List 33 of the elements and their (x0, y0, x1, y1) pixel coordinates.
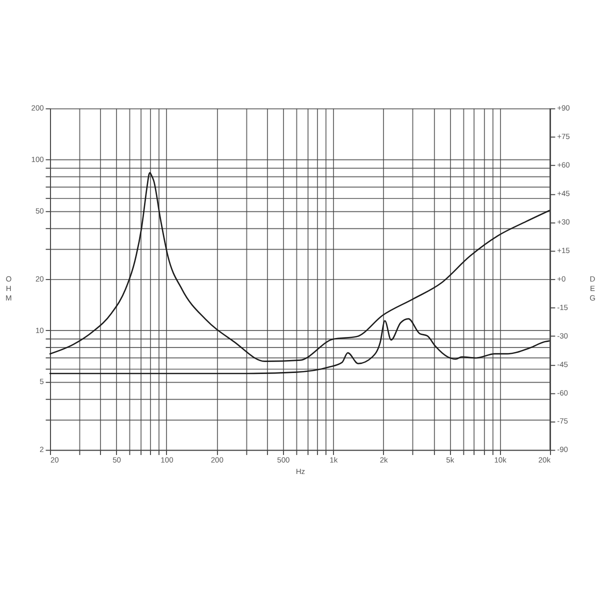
y-tick-label: 2 (40, 445, 44, 454)
y2-tick-label: +90 (557, 104, 570, 113)
y2-axis-title: DEG (590, 274, 596, 302)
y2-tick-label: +15 (557, 246, 570, 255)
y2-tick-label: -45 (557, 360, 568, 369)
y2-tick-label: +75 (557, 132, 570, 142)
y2-tick-label: -90 (557, 445, 568, 454)
x-tick-label: 2k (380, 456, 388, 465)
x-axis-title: Hz (296, 466, 306, 476)
y2-tick-label: -30 (557, 331, 568, 340)
y-tick-label: 10 (35, 326, 44, 335)
y-tick-label: 5 (40, 377, 44, 386)
x-tick-label: 1k (330, 456, 338, 465)
x-tick-label: 20k (538, 456, 551, 465)
y-tick-label: 50 (35, 206, 44, 216)
y2-tick-label: -75 (557, 416, 568, 426)
x-tick-label: 20 (50, 456, 59, 465)
x-tick-label: 500 (277, 456, 290, 465)
y2-tick-label: -60 (557, 388, 568, 398)
y-axis-title: OHM (5, 274, 12, 302)
x-tick-label: 200 (210, 456, 224, 465)
x-tick-label: 10k (494, 456, 507, 465)
y2-tick-label: +0 (557, 274, 566, 284)
x-tick-label: 50 (112, 456, 121, 465)
y-tick-label: 100 (31, 155, 44, 164)
y2-tick-label: +30 (557, 218, 570, 227)
x-tick-label: 5k (446, 456, 454, 465)
y2-tick-label: +45 (557, 189, 570, 198)
x-tick-label: 100 (160, 456, 174, 465)
y-tick-label: 20 (35, 274, 44, 284)
y-tick-label: 200 (31, 104, 44, 113)
y2-tick-label: +60 (557, 160, 570, 170)
y2-tick-label: -15 (557, 302, 568, 312)
